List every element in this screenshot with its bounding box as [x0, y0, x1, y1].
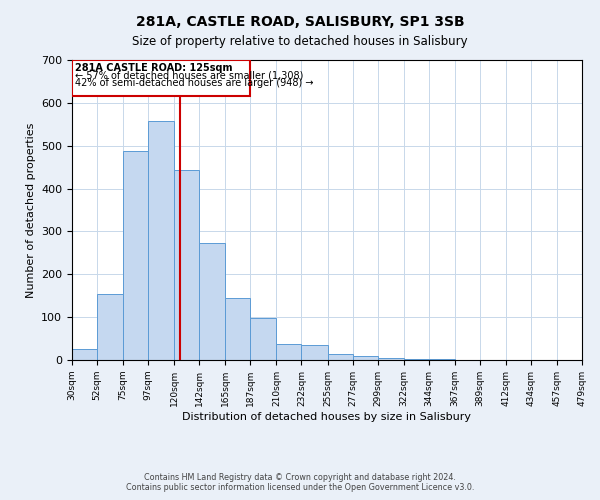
Bar [174, 170, 199, 360]
Text: 281A, CASTLE ROAD, SALISBURY, SP1 3SB: 281A, CASTLE ROAD, SALISBURY, SP1 3SB [136, 15, 464, 29]
Bar [328, 354, 353, 360]
X-axis label: Distribution of detached houses by size in Salisbury: Distribution of detached houses by size … [182, 412, 472, 422]
Text: 281A CASTLE ROAD: 125sqm: 281A CASTLE ROAD: 125sqm [76, 64, 233, 74]
Bar [148, 122, 174, 360]
Bar [277, 344, 301, 360]
Bar [199, 243, 226, 360]
Bar [97, 294, 123, 360]
Y-axis label: Number of detached properties: Number of detached properties [26, 122, 35, 298]
Bar [250, 318, 277, 360]
Bar [72, 60, 250, 96]
Bar [123, 152, 148, 360]
Bar [226, 298, 250, 360]
Bar [353, 356, 377, 360]
Bar [428, 359, 455, 360]
Bar [377, 358, 404, 360]
Text: Contains HM Land Registry data © Crown copyright and database right 2024.
Contai: Contains HM Land Registry data © Crown c… [126, 473, 474, 492]
Text: ← 57% of detached houses are smaller (1,308): ← 57% of detached houses are smaller (1,… [76, 70, 304, 81]
Bar [404, 358, 428, 360]
Bar [301, 345, 328, 360]
Text: Size of property relative to detached houses in Salisbury: Size of property relative to detached ho… [132, 35, 468, 48]
Bar [72, 350, 97, 360]
Text: 42% of semi-detached houses are larger (948) →: 42% of semi-detached houses are larger (… [76, 78, 314, 88]
